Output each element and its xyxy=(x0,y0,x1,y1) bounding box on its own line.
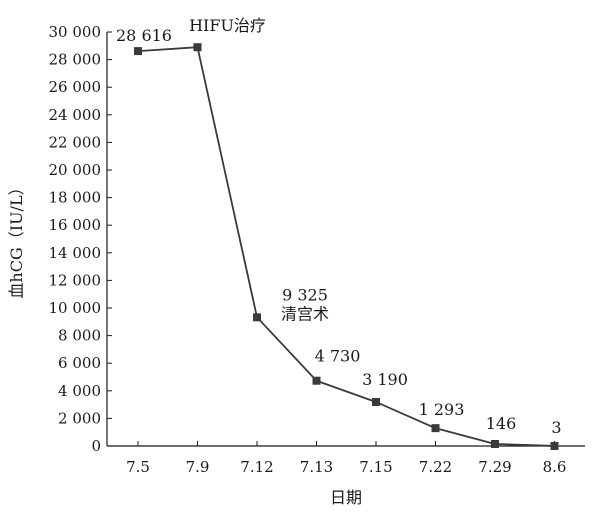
x-tick-label: 7.15 xyxy=(359,458,392,476)
annotation-label: HIFU治疗 xyxy=(189,16,266,35)
y-tick-label: 2 000 xyxy=(58,409,101,427)
y-tick-label: 24 000 xyxy=(49,106,102,124)
data-point xyxy=(491,439,499,448)
y-axis-ticks: 0 2 000 4 000 6 000 8 000 10 000 12 000 14 000 1… xyxy=(49,23,112,455)
data-point xyxy=(372,397,380,406)
y-tick-label: 30 000 xyxy=(49,23,102,41)
data-point xyxy=(193,43,202,52)
x-tick-label: 7.5 xyxy=(126,458,150,476)
data-label: 1 293 xyxy=(419,400,465,419)
y-tick-label: 16 000 xyxy=(49,216,102,234)
series-group xyxy=(134,43,559,450)
annotation-label: 清宫术 xyxy=(281,304,329,323)
data-label: 28 616 xyxy=(116,26,172,45)
y-tick-label: 20 000 xyxy=(49,161,102,179)
data-label: 3 190 xyxy=(362,370,408,389)
y-tick-label: 26 000 xyxy=(49,78,102,96)
x-axis-title: 日期 xyxy=(330,488,362,507)
data-point xyxy=(253,313,261,322)
y-axis-title: 血hCG（IU/L） xyxy=(7,179,26,298)
y-tick-label: 14 000 xyxy=(49,244,102,262)
x-tick-label: 7.29 xyxy=(478,458,511,476)
data-point xyxy=(431,424,440,433)
y-tick-label: 0 xyxy=(91,437,101,455)
data-label: 9 325 xyxy=(282,285,328,304)
data-label: 4 730 xyxy=(315,347,361,366)
y-tick-label: 4 000 xyxy=(58,382,101,400)
x-tick-label: 7.12 xyxy=(240,458,273,476)
data-point xyxy=(312,376,321,385)
data-label: 146 xyxy=(486,414,517,433)
y-tick-label: 6 000 xyxy=(58,354,101,372)
data-label: 3 xyxy=(551,418,561,437)
x-tick-label: 8.6 xyxy=(543,458,567,476)
data-point xyxy=(134,47,142,56)
x-axis-ticks: 7.5 7.9 7.12 7.13 7.15 7.22 7.29 8.6 xyxy=(126,441,566,476)
y-tick-label: 28 000 xyxy=(49,51,102,69)
axes xyxy=(106,32,585,447)
y-tick-label: 18 000 xyxy=(49,189,102,207)
y-tick-label: 12 000 xyxy=(49,271,102,289)
y-tick-label: 22 000 xyxy=(49,133,102,151)
x-tick-label: 7.22 xyxy=(419,458,452,476)
y-tick-label: 10 000 xyxy=(49,299,102,317)
series-line xyxy=(137,46,555,447)
data-point xyxy=(550,441,559,450)
y-tick-label: 8 000 xyxy=(58,327,101,345)
x-tick-label: 7.13 xyxy=(300,458,333,476)
x-tick-label: 7.9 xyxy=(186,458,210,476)
